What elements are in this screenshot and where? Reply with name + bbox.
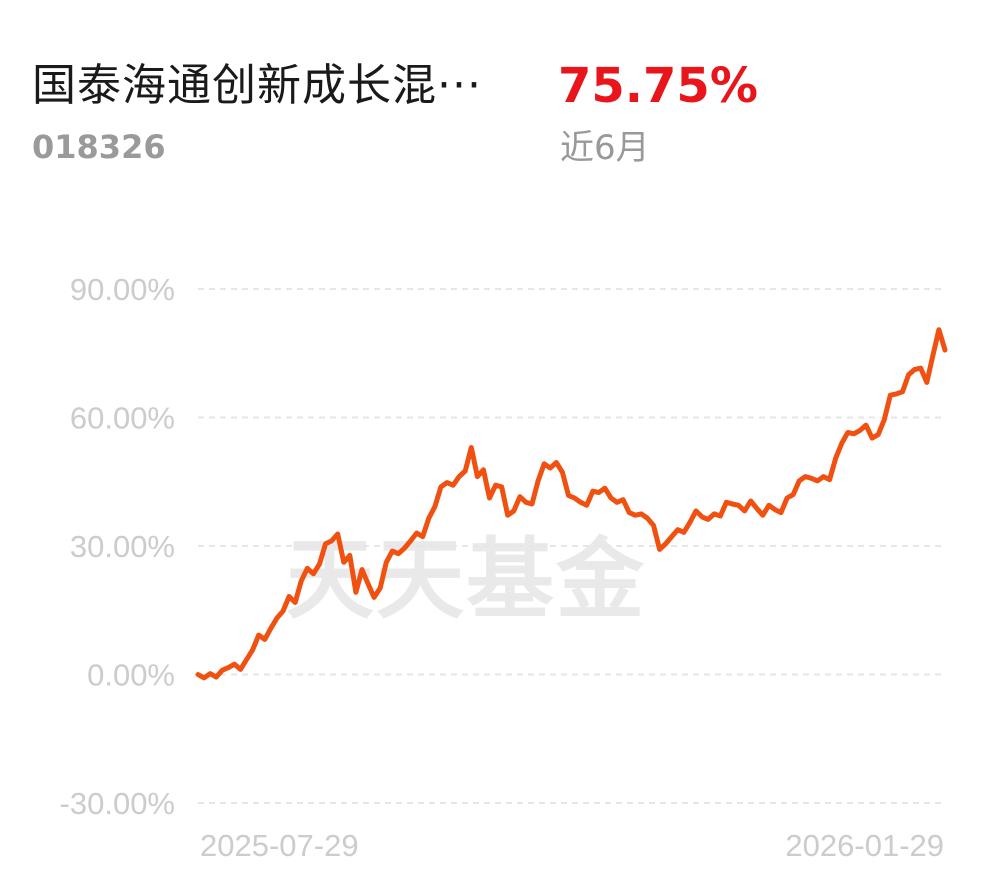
y-tick-label: 30.00%	[70, 529, 175, 564]
x-tick-label: 2026-01-29	[785, 828, 944, 863]
y-tick-label: 0.00%	[87, 658, 175, 693]
x-tick-label: 2025-07-29	[200, 828, 359, 863]
fund-name: 国泰海通创新成长混···	[32, 60, 482, 111]
period-label: 近6月	[560, 128, 650, 168]
y-tick-label: -30.00%	[60, 786, 175, 821]
y-tick-label: 60.00%	[70, 401, 175, 436]
fund-code: 018326	[32, 128, 166, 166]
y-tick-label: 90.00%	[70, 272, 175, 307]
series-line	[195, 327, 948, 681]
return-value: 75.75%	[558, 58, 758, 114]
